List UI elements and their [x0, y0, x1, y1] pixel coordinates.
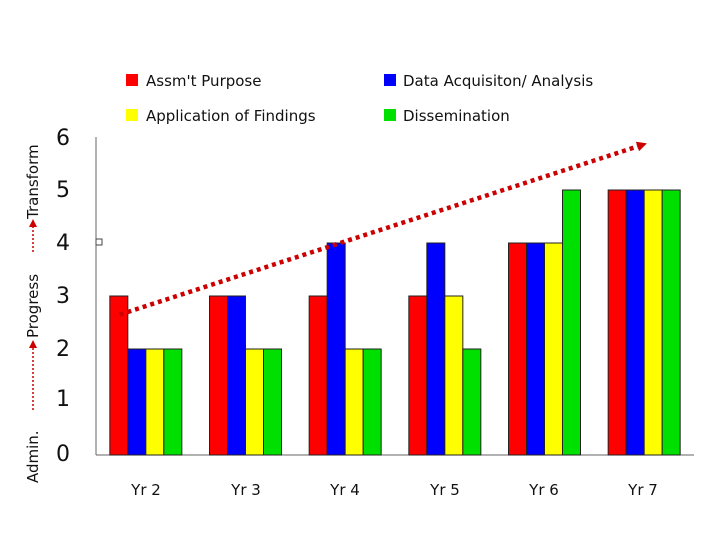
bar-assm-t-purpose-yr-6 — [508, 242, 527, 456]
bar-data-acquisiton-analysis-yr-4 — [326, 242, 346, 456]
bar-assm-t-purpose-yr-3 — [209, 295, 228, 456]
legend: Assm't Purpose Data Acquisiton/ Analysis… — [126, 72, 593, 125]
x-category-label: Yr 7 — [627, 481, 658, 499]
y-tick-label: 2 — [56, 337, 70, 362]
legend-swatch-dissemination — [384, 109, 396, 121]
bar-dissemination-yr-6 — [562, 189, 581, 456]
y-tick-label: 3 — [56, 284, 70, 309]
bar-data-acquisiton-analysis-yr-7 — [625, 189, 645, 456]
bar-dissemination-yr-4 — [362, 348, 382, 456]
bar-data-acquisiton-analysis-yr-6 — [526, 242, 545, 456]
bar-application-of-findings-yr-3 — [245, 348, 264, 456]
legend-swatch-application — [126, 109, 138, 121]
bar-dissemination-yr-3 — [263, 348, 282, 456]
side-axis: Admin. Progress Transform — [24, 144, 42, 483]
y-tick-label: 6 — [56, 126, 70, 151]
bar-dissemination-yr-7 — [661, 189, 681, 456]
bar-application-of-findings-yr-4 — [344, 348, 364, 456]
bar-dissemination-yr-2 — [163, 348, 183, 456]
side-label-transform: Transform — [24, 144, 42, 220]
y-tick-labels: 0 1 2 3 4 5 6 — [56, 126, 70, 467]
legend-swatch-data-acquisition — [384, 74, 396, 86]
bar-application-of-findings-yr-6 — [544, 242, 563, 456]
side-label-progress: Progress — [24, 274, 42, 338]
side-label-admin: Admin. — [24, 430, 42, 483]
x-category-label: Yr 2 — [130, 481, 161, 499]
x-category-label: Yr 5 — [429, 481, 460, 499]
y-tick-label: 5 — [56, 178, 70, 203]
bar-dissemination-yr-5 — [462, 348, 482, 456]
y-tick-label: 4 — [56, 231, 70, 256]
bar-application-of-findings-yr-2 — [145, 348, 165, 456]
legend-swatch-assmt-purpose — [126, 74, 138, 86]
legend-label-assmt-purpose: Assm't Purpose — [146, 72, 261, 90]
bar-application-of-findings-yr-7 — [643, 189, 663, 456]
legend-label-dissemination: Dissemination — [403, 107, 510, 125]
axis-marker-square — [95, 238, 103, 246]
x-category-labels: Yr 2 Yr 3 Yr 4 Yr 5 Yr 6 Yr 7 — [130, 481, 658, 499]
y-tick-label: 1 — [56, 387, 70, 412]
bar-application-of-findings-yr-5 — [444, 295, 464, 456]
trend-arrow — [119, 141, 647, 317]
legend-label-application: Application of Findings — [146, 107, 316, 125]
bars-group — [109, 189, 681, 456]
bar-data-acquisiton-analysis-yr-5 — [426, 242, 446, 456]
bar-assm-t-purpose-yr-2 — [109, 295, 129, 456]
bar-assm-t-purpose-yr-5 — [408, 295, 428, 456]
bar-assm-t-purpose-yr-4 — [308, 295, 328, 456]
bar-data-acquisiton-analysis-yr-3 — [227, 295, 246, 456]
bar-data-acquisiton-analysis-yr-2 — [127, 348, 147, 456]
x-category-label: Yr 4 — [329, 481, 360, 499]
x-category-label: Yr 6 — [528, 481, 559, 499]
x-category-label: Yr 3 — [230, 481, 261, 499]
bar-assm-t-purpose-yr-7 — [607, 189, 627, 456]
y-tick-label: 0 — [56, 442, 70, 467]
legend-label-data-acquisition: Data Acquisiton/ Analysis — [403, 72, 593, 90]
